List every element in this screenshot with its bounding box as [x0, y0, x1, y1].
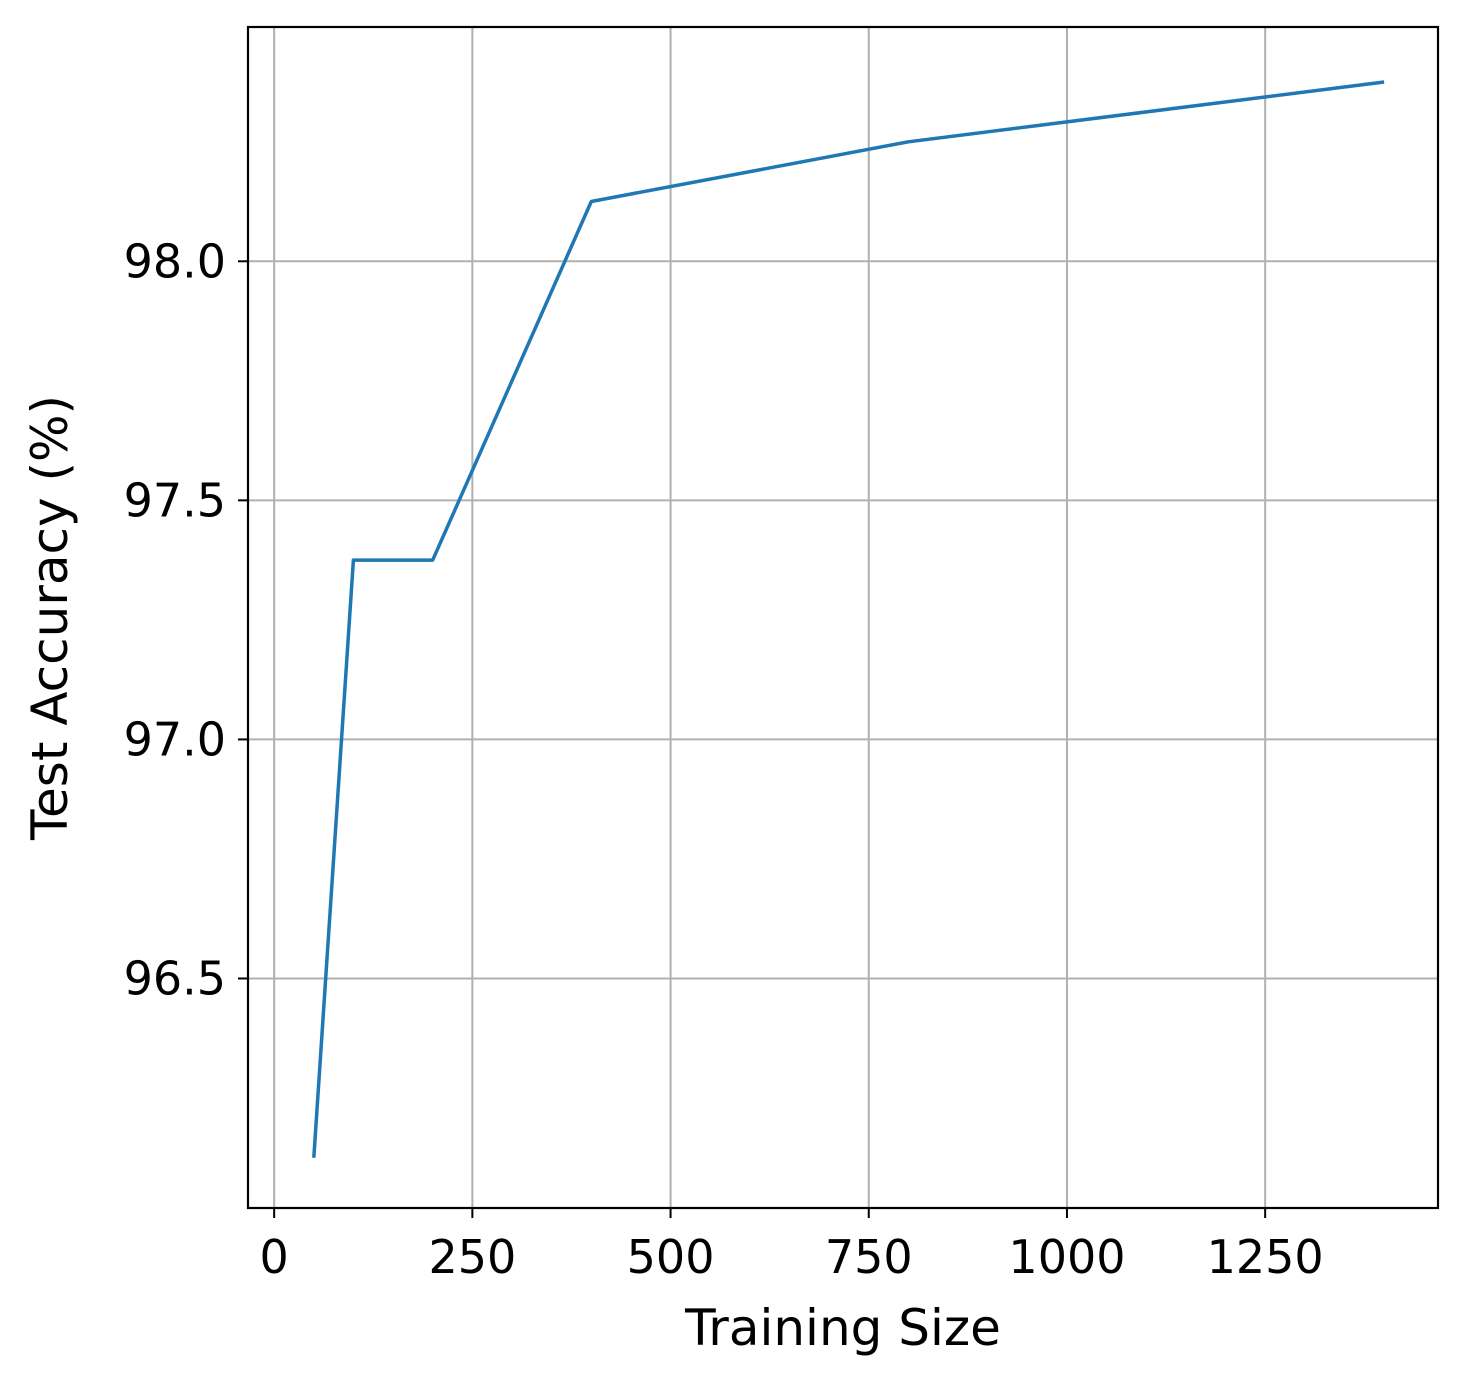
x-tick-label: 500	[627, 1230, 715, 1284]
x-axis: 0 250 500 750 1000 1250	[260, 1208, 1324, 1284]
x-tick-label: 750	[825, 1230, 913, 1284]
x-axis-label: Training Size	[684, 1299, 1001, 1357]
series-group	[312, 80, 1385, 1158]
y-axis-label: Test Accuracy (%)	[21, 395, 79, 841]
y-tick-label: 97.0	[124, 712, 226, 766]
x-tick-label: 0	[260, 1230, 289, 1284]
grid-lines	[248, 27, 1438, 1208]
y-tick-label: 97.5	[124, 473, 226, 527]
plot-frame	[246, 25, 1440, 1210]
x-tick-label: 250	[428, 1230, 516, 1284]
series-line	[312, 80, 1385, 1158]
y-axis: 96.5 97.0 97.5 98.0	[124, 234, 248, 1005]
x-tick-label: 1250	[1207, 1230, 1324, 1284]
x-tick-label: 1000	[1008, 1230, 1125, 1284]
y-tick-label: 96.5	[124, 951, 226, 1005]
y-tick-label: 98.0	[124, 234, 226, 288]
